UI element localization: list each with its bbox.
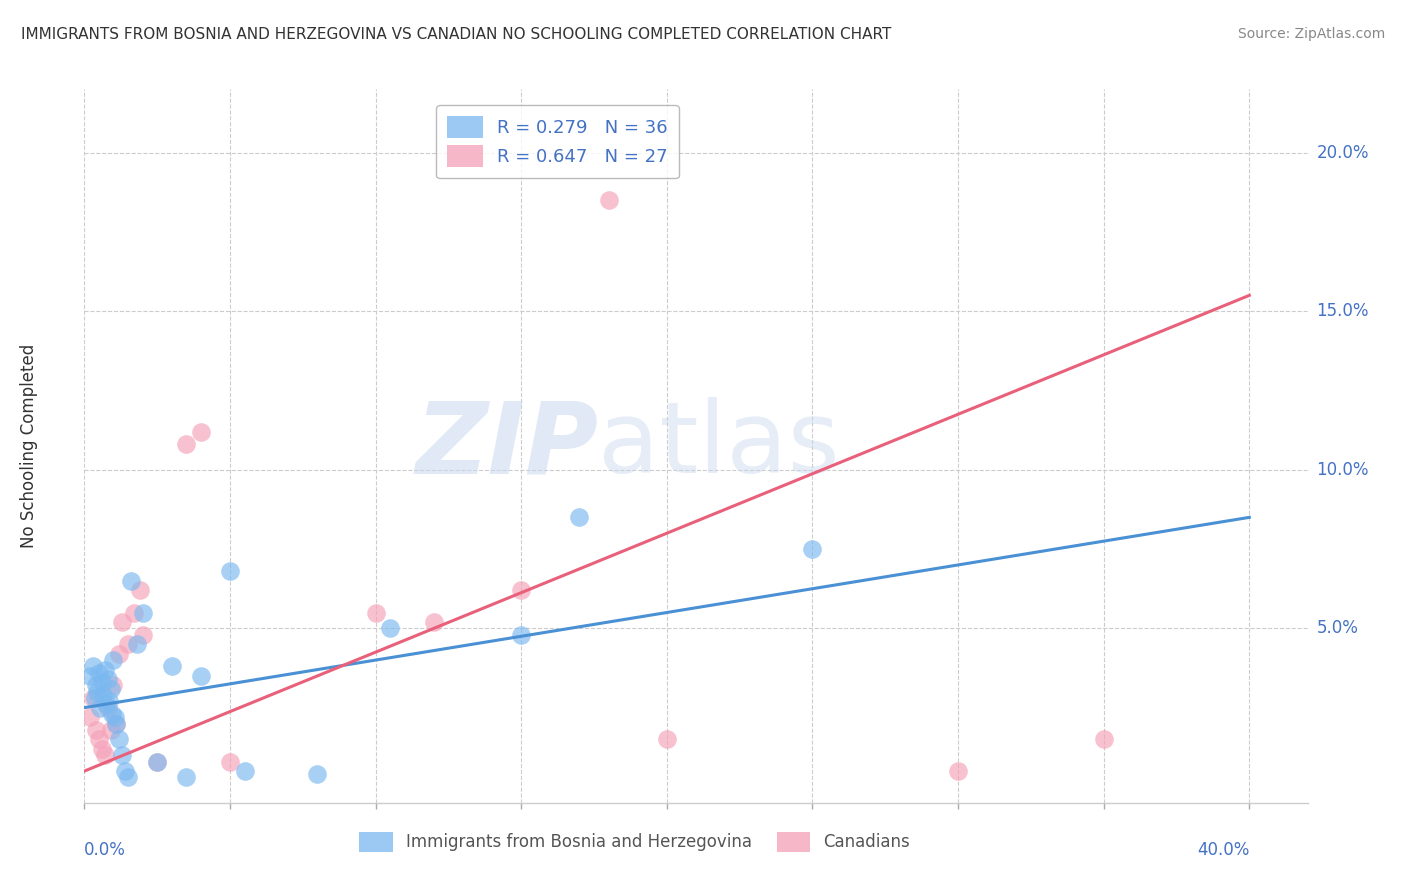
- Point: [93, 663, 115, 677]
- Point: [104, 710, 127, 724]
- Point: [97, 700, 120, 714]
- Point: [190, 669, 212, 683]
- Point: [79, 710, 101, 724]
- Text: 0.0%: 0.0%: [84, 841, 127, 859]
- Point: [801, 542, 824, 557]
- Point: [307, 767, 329, 781]
- Point: [82, 691, 104, 706]
- Point: [131, 628, 153, 642]
- Point: [111, 615, 134, 629]
- Point: [114, 764, 136, 778]
- Text: Source: ZipAtlas.com: Source: ZipAtlas.com: [1237, 27, 1385, 41]
- Point: [105, 716, 128, 731]
- Point: [79, 669, 101, 683]
- Point: [98, 694, 121, 708]
- Text: IMMIGRANTS FROM BOSNIA AND HERZEGOVINA VS CANADIAN NO SCHOOLING COMPLETED CORREL: IMMIGRANTS FROM BOSNIA AND HERZEGOVINA V…: [21, 27, 891, 42]
- Text: ZIP: ZIP: [415, 398, 598, 494]
- Point: [946, 764, 969, 778]
- Point: [174, 771, 197, 785]
- Point: [87, 732, 110, 747]
- Point: [103, 678, 125, 692]
- Point: [233, 764, 256, 778]
- Point: [103, 653, 125, 667]
- Point: [174, 437, 197, 451]
- Point: [101, 706, 124, 721]
- Point: [91, 688, 114, 702]
- Point: [146, 755, 169, 769]
- Point: [510, 628, 533, 642]
- Point: [89, 700, 111, 714]
- Point: [219, 564, 242, 578]
- Point: [84, 723, 107, 737]
- Point: [90, 742, 112, 756]
- Text: 20.0%: 20.0%: [1316, 144, 1369, 161]
- Point: [131, 606, 153, 620]
- Point: [598, 193, 620, 207]
- Point: [190, 425, 212, 439]
- Point: [111, 748, 134, 763]
- Text: 15.0%: 15.0%: [1316, 302, 1369, 320]
- Point: [96, 698, 118, 712]
- Point: [128, 583, 150, 598]
- Point: [117, 637, 139, 651]
- Point: [364, 606, 387, 620]
- Point: [125, 637, 148, 651]
- Point: [1092, 732, 1115, 747]
- Point: [108, 732, 131, 747]
- Point: [120, 574, 142, 588]
- Point: [655, 732, 678, 747]
- Point: [100, 681, 122, 696]
- Point: [146, 755, 169, 769]
- Point: [423, 615, 446, 629]
- Text: 10.0%: 10.0%: [1316, 461, 1369, 479]
- Point: [87, 665, 110, 680]
- Point: [160, 659, 183, 673]
- Point: [84, 678, 107, 692]
- Point: [219, 755, 242, 769]
- Text: 5.0%: 5.0%: [1316, 619, 1358, 638]
- Point: [117, 771, 139, 785]
- Point: [83, 691, 105, 706]
- Point: [108, 647, 131, 661]
- Point: [86, 685, 108, 699]
- Point: [93, 748, 115, 763]
- Point: [122, 606, 145, 620]
- Text: 40.0%: 40.0%: [1197, 841, 1250, 859]
- Text: No Schooling Completed: No Schooling Completed: [20, 344, 38, 548]
- Point: [378, 621, 402, 635]
- Point: [510, 583, 533, 598]
- Legend: Immigrants from Bosnia and Herzegovina, Canadians: Immigrants from Bosnia and Herzegovina, …: [353, 825, 917, 859]
- Point: [82, 659, 104, 673]
- Point: [90, 675, 112, 690]
- Point: [97, 672, 120, 686]
- Point: [100, 723, 122, 737]
- Text: atlas: atlas: [598, 398, 839, 494]
- Point: [568, 510, 591, 524]
- Point: [105, 716, 128, 731]
